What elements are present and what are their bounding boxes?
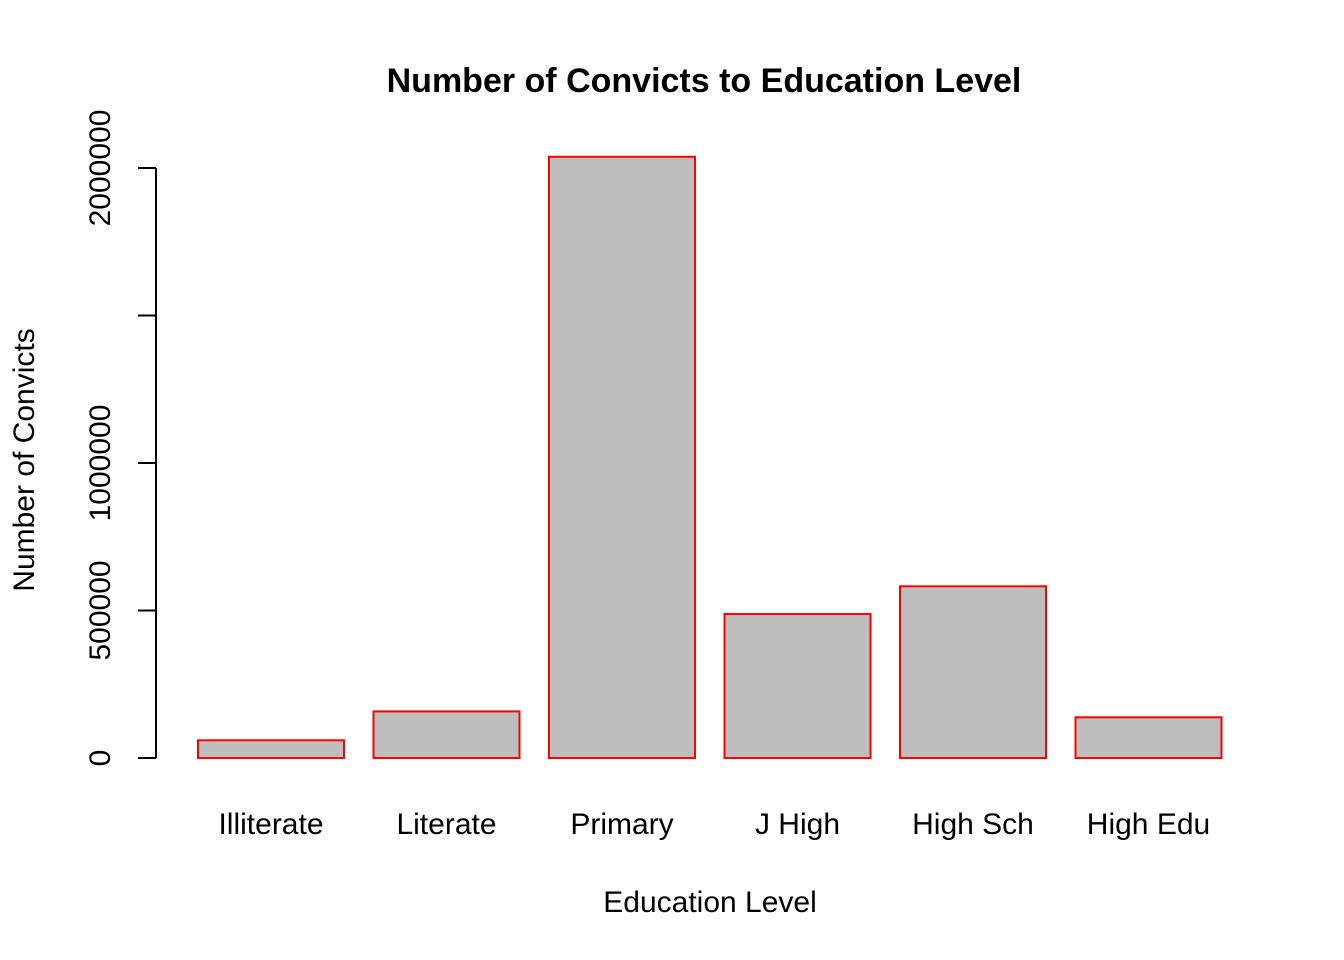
y-tick-label: 2000000 <box>84 110 117 227</box>
x-tick-label: J High <box>755 808 840 841</box>
x-tick-labels: Illiterate Literate Primary J High High Sch H… <box>218 808 1210 841</box>
bar-illiterate <box>198 740 344 758</box>
x-tick-label: High Sch <box>912 808 1034 841</box>
bar-j-high <box>725 614 871 758</box>
y-axis: 0 500000 1000000 2000000 <box>84 110 156 767</box>
chart-title: Number of Convicts to Education Level <box>387 62 1022 100</box>
x-tick-label: Literate <box>396 808 496 841</box>
bars-group <box>198 157 1222 758</box>
y-tick-label: 500000 <box>84 560 117 660</box>
bar-high-edu <box>1076 717 1222 758</box>
bar-high-sch <box>900 586 1046 758</box>
bar-literate <box>374 711 520 758</box>
x-tick-label: Illiterate <box>218 808 323 841</box>
y-axis-label: Number of Convicts <box>8 328 41 591</box>
y-tick-label: 0 <box>84 750 117 767</box>
x-tick-label: High Edu <box>1087 808 1210 841</box>
y-tick-label: 1000000 <box>84 405 117 522</box>
bar-primary <box>549 157 695 758</box>
x-axis-label: Education Level <box>603 886 817 919</box>
x-tick-label: Primary <box>570 808 673 841</box>
